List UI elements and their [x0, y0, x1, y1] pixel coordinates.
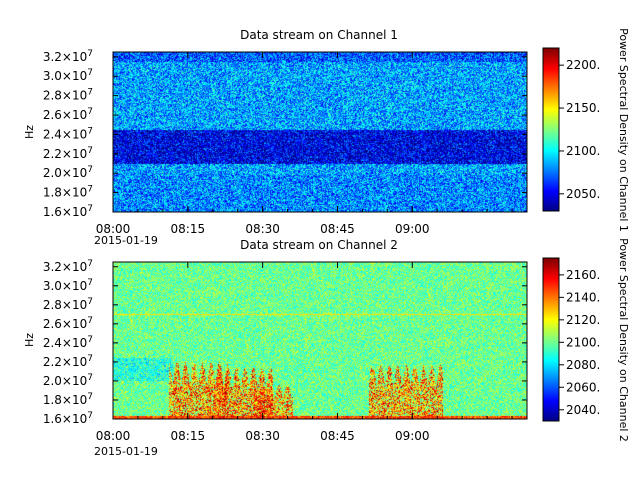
y-tick-label: 1.6×107	[43, 411, 93, 426]
y-tick-label: 2.4×107	[43, 335, 93, 350]
colorbar-axis: 2050. 2100. 2150. 2200.	[559, 58, 600, 201]
x-date-label: 2015-01-19	[94, 234, 158, 247]
y-tick-label: 2.8×107	[43, 297, 93, 312]
y-axis-label: Hz	[23, 125, 36, 139]
colorbar-label: Power Spectral Density on Channel 1	[617, 28, 630, 232]
y-tick-label: 2.0×107	[43, 373, 93, 388]
x-axis: 08:00 08:15 08:30 08:45 09:00	[96, 52, 513, 236]
y-tick-label: 1.8×107	[43, 185, 93, 200]
y-tick-label: 2.6×107	[43, 316, 93, 331]
x-tick-label: 08:15	[171, 222, 206, 236]
x-tick-label: 08:00	[96, 429, 131, 443]
x-date-label: 2015-01-19	[94, 445, 158, 458]
colorbar-label: Power Spectral Density on Channel 2	[617, 238, 630, 442]
colorbar-tick-label: 2160.	[566, 268, 600, 282]
chart-title: Data stream on Channel 2	[240, 238, 398, 252]
colorbar-frame	[542, 257, 560, 422]
y-axis: 1.6×107 1.8×107 2.0×107 2.2×107 2.4×107 2.6×1…	[43, 259, 527, 426]
y-tick-label: 3.2×107	[43, 259, 93, 274]
heatmap	[113, 262, 527, 419]
colorbar	[543, 258, 559, 421]
colorbar-tick-label: 2140.	[566, 290, 600, 304]
colorbar-tick-label: 2150.	[566, 101, 600, 115]
heatmap-container	[113, 52, 527, 212]
panel-channel-2: Data stream on Channel 2 Hz 1.6×107 1.8×1…	[23, 238, 630, 458]
x-tick-label: 08:45	[320, 429, 355, 443]
colorbar-tick-label: 2040.	[566, 403, 600, 417]
y-tick-label: 2.2×107	[43, 354, 93, 369]
y-tick-label: 3.2×107	[43, 49, 93, 64]
x-axis: 08:00 08:15 08:30 08:45 09:00	[96, 262, 513, 443]
x-tick-label: 08:30	[245, 429, 280, 443]
y-tick-label: 2.2×107	[43, 146, 93, 161]
colorbar-tick-label: 2080.	[566, 358, 600, 372]
x-tick-label: 08:15	[171, 429, 206, 443]
colorbar-tick-label: 2060.	[566, 380, 600, 394]
y-tick-label: 2.6×107	[43, 107, 93, 122]
panel-channel-1: Data stream on Channel 1 Hz 1.6×107 1.8×1…	[23, 28, 630, 247]
y-tick-label: 1.6×107	[43, 204, 93, 219]
y-tick-label: 2.4×107	[43, 126, 93, 141]
colorbar	[543, 48, 559, 211]
colorbar-tick-label: 2100.	[566, 335, 600, 349]
chart-title: Data stream on Channel 1	[240, 28, 398, 42]
y-tick-label: 3.0×107	[43, 68, 93, 83]
colorbar-tick-label: 2050.	[566, 187, 600, 201]
x-tick-label: 08:00	[96, 222, 131, 236]
colorbar-tick-label: 2120.	[566, 313, 600, 327]
heatmap-container	[113, 262, 527, 419]
y-axis-label: Hz	[23, 333, 36, 347]
colorbar-frame	[542, 47, 560, 212]
y-axis: 1.6×107 1.8×107 2.0×107 2.2×107 2.4×107 2.6×1…	[43, 49, 527, 219]
heatmap	[113, 52, 527, 212]
x-tick-label: 09:00	[395, 429, 430, 443]
colorbar-container	[543, 258, 559, 421]
colorbar-axis: 2040. 2060. 2080. 2100. 2120. 2140. 2160.	[559, 268, 600, 417]
x-tick-label: 08:45	[320, 222, 355, 236]
y-tick-label: 1.8×107	[43, 392, 93, 407]
colorbar-container	[543, 48, 559, 211]
y-tick-label: 2.8×107	[43, 88, 93, 103]
y-tick-label: 2.0×107	[43, 165, 93, 180]
colorbar-tick-label: 2200.	[566, 58, 600, 72]
colorbar-tick-label: 2100.	[566, 144, 600, 158]
x-tick-label: 08:30	[245, 222, 280, 236]
plot-frame	[112, 51, 528, 213]
plot-frame	[112, 261, 528, 420]
y-tick-label: 3.0×107	[43, 278, 93, 293]
x-tick-label: 09:00	[395, 222, 430, 236]
